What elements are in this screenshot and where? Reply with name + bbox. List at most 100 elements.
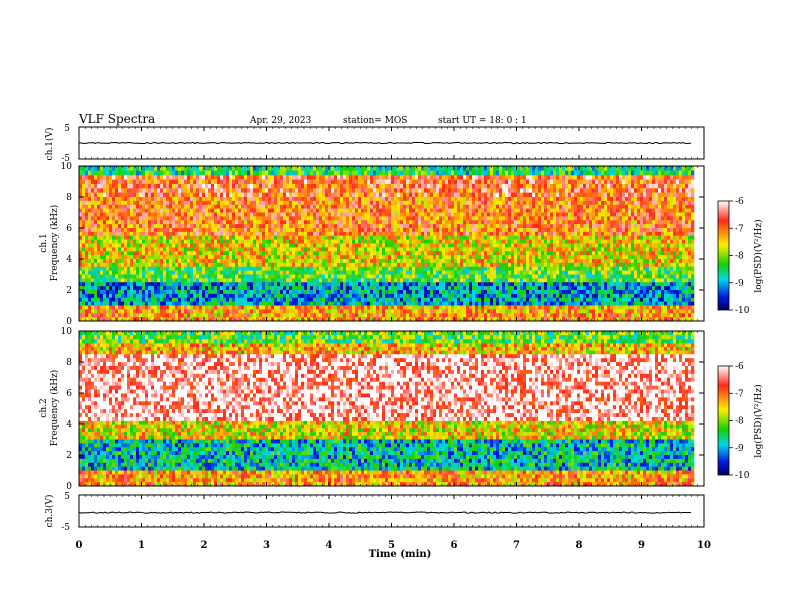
ch1-spectrogram-cell — [469, 216, 473, 221]
ch1-spectrogram-cell — [481, 192, 485, 198]
ch1-spectrogram-cell — [244, 175, 248, 180]
ch1-spectrogram-cell — [391, 192, 395, 198]
ch1-spectrogram-cell — [115, 179, 119, 185]
ch1-spectrogram-cell — [304, 208, 308, 213]
ch1-spectrogram-cell — [175, 239, 179, 244]
ch1-spectrogram-cell — [223, 192, 227, 198]
ch1-spectrogram-cell — [607, 197, 611, 202]
ch1-spectrogram-cell — [448, 192, 452, 198]
ch1-spectrogram-cell — [610, 166, 614, 171]
ch1-spectrogram-cell — [682, 170, 686, 176]
ch1-spectrogram-cell — [310, 239, 314, 244]
ch1-spectrogram-cell — [358, 212, 362, 217]
ch1-spectrogram-cell — [508, 179, 512, 185]
ch1-spectrogram-cell — [103, 247, 107, 252]
ch1-spectrogram-cell — [178, 220, 182, 225]
ch1-spectrogram-cell — [445, 224, 449, 229]
ch1-spectrogram-cell — [562, 183, 566, 189]
ch1-spectrogram-cell — [526, 235, 530, 240]
ch1-spectrogram-cell — [379, 170, 383, 176]
ch1-spectrogram-cell — [298, 197, 302, 202]
ch1-spectrogram-cell — [409, 166, 413, 171]
ch1-spectrogram-cell — [394, 183, 398, 189]
ch1-spectrogram-cell — [118, 175, 122, 180]
ch1-spectrogram-cell — [604, 231, 608, 237]
ch1-spectrogram-cell — [223, 239, 227, 244]
ch1-spectrogram-cell — [622, 228, 626, 233]
ch1-spectrogram-cell — [469, 200, 473, 206]
ch1-spectrogram-cell — [277, 200, 281, 206]
ch1-spectrogram-cell — [82, 166, 86, 171]
ch1-spectrogram-cell — [181, 192, 185, 198]
ch1-spectrogram-cell — [349, 228, 353, 233]
ch1-spectrogram-cell — [82, 220, 86, 225]
ch1-spectrogram-cell — [499, 251, 503, 256]
ch1-spectrogram-cell — [424, 192, 428, 198]
ch1-spectrogram-cell — [592, 175, 596, 180]
ch1-spectrogram-cell — [415, 255, 419, 260]
ch1-spectrogram-cell — [136, 235, 140, 240]
ch1-spectrogram-cell — [667, 188, 671, 193]
ch1-spectrogram-cell — [199, 192, 203, 198]
ch1-spectrogram-cell — [385, 224, 389, 229]
ch1-spectrogram-cell — [514, 220, 518, 225]
ch1-spectrogram-cell — [379, 262, 383, 268]
ch1-spectrogram-cell — [298, 228, 302, 233]
ch1-spectrogram-cell — [619, 183, 623, 189]
ch1-spectrogram-cell — [187, 262, 191, 268]
ch1-spectrogram-cell — [583, 212, 587, 217]
ch1-spectrogram-cell — [163, 197, 167, 202]
ch1-spectrogram-cell — [394, 235, 398, 240]
ch1-spectrogram-cell — [502, 166, 506, 171]
ch1-spectrogram-cell — [364, 224, 368, 229]
ch1-spectrogram-cell — [256, 247, 260, 252]
ch1-spectrogram-cell — [418, 197, 422, 202]
ch1-spectrogram-cell — [331, 183, 335, 189]
ch1-spectrogram-cell — [82, 228, 86, 233]
ch1-spectrogram-cell — [688, 197, 692, 202]
ch1-spectrogram-cell — [658, 220, 662, 225]
ch1-spectrogram-cell — [430, 228, 434, 233]
ch1-spectrogram-cell — [127, 175, 131, 180]
ch1-spectrogram-cell — [298, 247, 302, 252]
ch1-spectrogram-cell — [472, 197, 476, 202]
ch1-spectrogram-cell — [472, 204, 476, 209]
ch1-spectrogram-cell — [508, 247, 512, 252]
ch1-spectrogram-cell — [403, 243, 407, 248]
ch1-spectrogram-cell — [328, 188, 332, 193]
ch1-spectrogram-cell — [472, 251, 476, 256]
ch1-spectrogram-cell — [133, 239, 137, 244]
ch1-spectrogram-cell — [229, 208, 233, 213]
ch1-spectrogram-cell — [82, 251, 86, 256]
ch1-spectrogram-cell — [310, 170, 314, 176]
ch1-spectrogram-cell — [604, 212, 608, 217]
ch1-spectrogram-cell — [331, 208, 335, 213]
ch1-spectrogram-cell — [421, 179, 425, 185]
ch1-spectrogram-cell — [328, 255, 332, 260]
ch1-spectrogram-cell — [283, 179, 287, 185]
ch1-spectrogram-cell — [556, 170, 560, 176]
ch1-spectrogram-cell — [688, 228, 692, 233]
ch1-spectrogram-cell — [568, 197, 572, 202]
ch1-spectrogram-cell — [634, 192, 638, 198]
ch1-spectrogram-cell — [289, 212, 293, 217]
ch1-spectrogram-cell — [481, 204, 485, 209]
ch1-spectrogram-cell — [454, 228, 458, 233]
ch1-spectrogram-cell — [349, 204, 353, 209]
ch1-spectrogram-cell — [466, 188, 470, 193]
ch1-spectrogram-cell — [544, 235, 548, 240]
ch1-spectrogram-cell — [601, 200, 605, 206]
ch1-spectrogram-cell — [643, 179, 647, 185]
ch1-spectrogram-cell — [88, 239, 92, 244]
ch1-spectrogram-cell — [244, 204, 248, 209]
ch1-spectrogram-cell — [286, 239, 290, 244]
ch1-spectrogram-cell — [94, 200, 98, 206]
ch1-spectrogram-cell — [154, 200, 158, 206]
ch1-spectrogram-cell — [367, 208, 371, 213]
ch1-spectrogram-cell — [226, 220, 230, 225]
ch1-spectrogram-cell — [397, 204, 401, 209]
ch1-spectrogram-cell — [256, 212, 260, 217]
ch1-spectrogram-cell — [85, 243, 89, 248]
ch1-spectrogram-cell — [382, 183, 386, 189]
ch1-spectrogram-cell — [574, 216, 578, 221]
